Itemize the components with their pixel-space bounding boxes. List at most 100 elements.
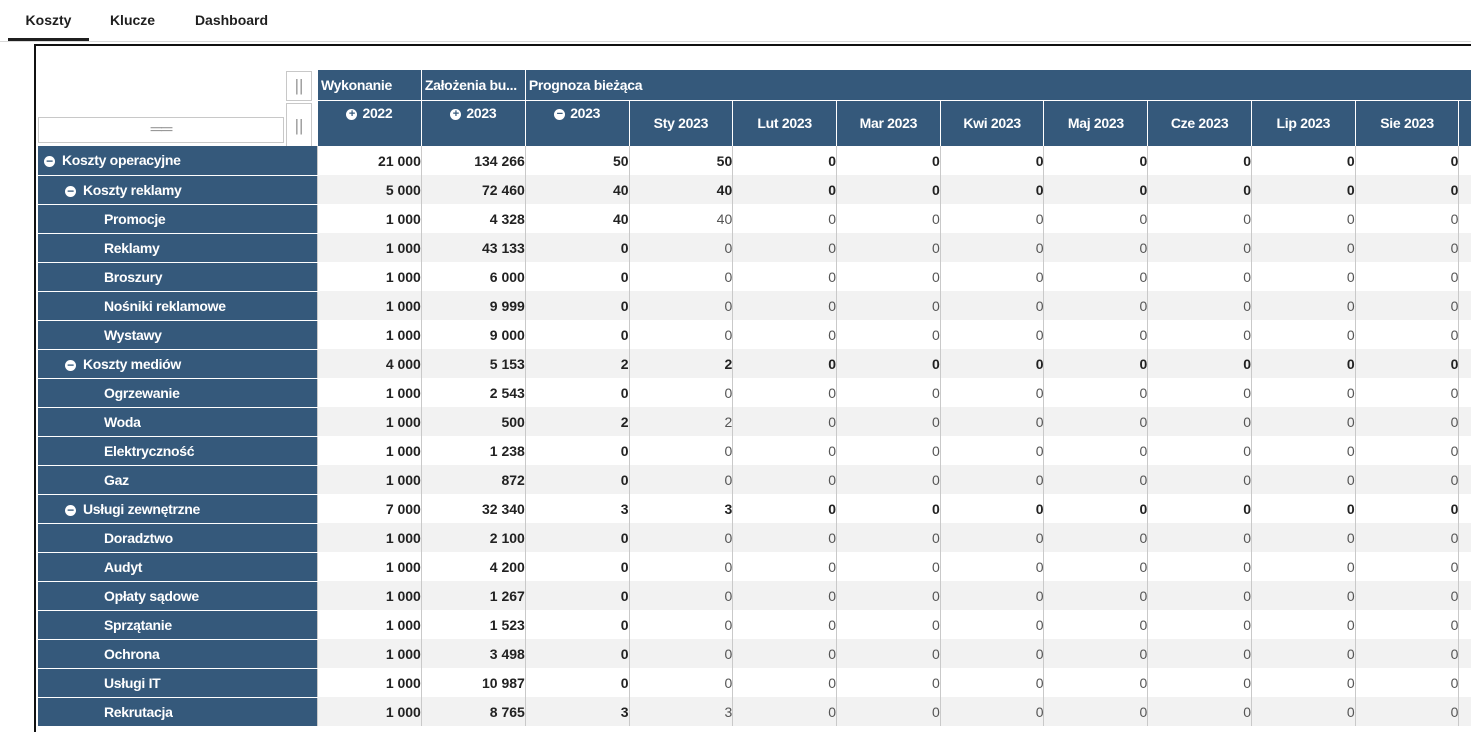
table-cell[interactable]: 0 <box>939 697 1044 726</box>
table-cell[interactable]: 4 200 <box>420 552 526 581</box>
table-cell[interactable]: 0 <box>732 204 837 233</box>
table-cell[interactable]: 0 <box>1147 262 1252 291</box>
table-cell[interactable]: 500 <box>420 407 526 436</box>
table-cell[interactable]: 0 <box>1354 407 1459 436</box>
table-cell[interactable]: 0 <box>732 146 837 175</box>
table-cell[interactable]: 1 000 <box>317 639 422 668</box>
table-cell[interactable]: 0 <box>524 378 630 407</box>
table-cell[interactable]: 0 <box>732 233 837 262</box>
table-cell[interactable]: 40 <box>524 204 630 233</box>
row-header[interactable]: Usługi IT <box>38 668 318 698</box>
year-header-2023-forecast[interactable]: −2023 <box>524 100 630 146</box>
month-header[interactable]: Maj 2023 <box>1043 100 1148 146</box>
table-cell[interactable]: 1 000 <box>317 204 422 233</box>
table-cell[interactable]: 0 <box>1250 668 1356 697</box>
table-cell[interactable]: 0 <box>732 349 837 378</box>
table-cell[interactable]: 0 <box>1250 233 1356 262</box>
table-cell[interactable]: 0 <box>939 233 1044 262</box>
table-cell[interactable]: 0 <box>1043 639 1148 668</box>
table-cell[interactable]: 0 <box>1250 349 1356 378</box>
table-cell[interactable]: 0 <box>939 610 1044 639</box>
table-cell[interactable]: 0 <box>835 407 941 436</box>
table-cell[interactable]: 0 <box>732 494 837 523</box>
month-header[interactable]: Sie 2023 <box>1354 100 1459 146</box>
year-header-2023-budget[interactable]: +2023 <box>420 100 526 146</box>
table-cell[interactable]: 0 <box>835 523 941 552</box>
table-cell[interactable]: 2 543 <box>420 378 526 407</box>
table-cell[interactable]: 0 <box>1354 146 1459 175</box>
table-cell[interactable]: 0 <box>1147 639 1252 668</box>
table-cell[interactable]: 1 000 <box>317 581 422 610</box>
table-cell[interactable]: 1 000 <box>317 552 422 581</box>
table-cell[interactable]: 9 999 <box>420 291 526 320</box>
table-cell[interactable]: 2 <box>524 407 630 436</box>
table-cell[interactable]: 0 <box>939 465 1044 494</box>
table-cell[interactable]: 0 <box>1043 146 1148 175</box>
row-header[interactable]: Ochrona <box>38 639 318 669</box>
table-cell[interactable]: 872 <box>420 465 526 494</box>
table-cell[interactable]: 0 <box>524 465 630 494</box>
table-cell[interactable]: 0 <box>835 233 941 262</box>
table-cell[interactable]: 32 340 <box>420 494 526 523</box>
table-cell[interactable]: 0 <box>1147 175 1252 204</box>
table-cell[interactable]: 0 <box>939 436 1044 465</box>
table-cell[interactable]: 0 <box>1147 552 1252 581</box>
row-header[interactable]: Wystawy <box>38 320 318 350</box>
table-cell[interactable]: 0 <box>1250 494 1356 523</box>
table-cell[interactable]: 0 <box>1250 407 1356 436</box>
table-cell[interactable]: 0 <box>1354 697 1459 726</box>
year-header-2022[interactable]: +2022 <box>317 100 422 146</box>
table-cell[interactable]: 0 <box>628 523 733 552</box>
table-cell[interactable]: 0 <box>1354 233 1459 262</box>
tab-dashboard[interactable]: Dashboard <box>194 12 269 28</box>
table-cell[interactable]: 0 <box>1147 291 1252 320</box>
table-cell[interactable]: 0 <box>732 523 837 552</box>
table-cell[interactable]: 0 <box>1043 407 1148 436</box>
collapse-icon[interactable]: − <box>65 185 76 197</box>
row-header[interactable]: − Koszty reklamy <box>38 175 318 205</box>
table-cell[interactable]: 0 <box>1354 262 1459 291</box>
row-header[interactable]: Broszury <box>38 262 318 292</box>
row-header[interactable]: − Usługi zewnętrzne <box>38 494 318 524</box>
expand-icon[interactable]: + <box>346 108 358 120</box>
table-cell[interactable]: 0 <box>939 552 1044 581</box>
collapse-icon[interactable]: − <box>44 155 55 168</box>
table-cell[interactable]: 0 <box>1147 494 1252 523</box>
table-cell[interactable]: 0 <box>732 262 837 291</box>
table-cell[interactable]: 50 <box>628 146 733 175</box>
table-cell[interactable]: 21 000 <box>317 146 422 175</box>
table-cell[interactable]: 0 <box>1147 610 1252 639</box>
table-cell[interactable]: 0 <box>835 320 941 349</box>
table-cell[interactable]: 0 <box>835 175 941 204</box>
table-cell[interactable]: 3 <box>524 697 630 726</box>
table-cell[interactable]: 0 <box>1250 697 1356 726</box>
table-cell[interactable]: 0 <box>1354 349 1459 378</box>
row-header[interactable]: Elektryczność <box>38 436 318 466</box>
table-cell[interactable]: 0 <box>732 291 837 320</box>
table-cell[interactable]: 0 <box>1147 320 1252 349</box>
table-cell[interactable]: 1 000 <box>317 523 422 552</box>
month-header[interactable]: Mar 2023 <box>835 100 941 146</box>
table-cell[interactable]: 0 <box>1043 233 1148 262</box>
table-cell[interactable]: 0 <box>1043 349 1148 378</box>
table-cell[interactable]: 0 <box>628 668 733 697</box>
table-cell[interactable]: 0 <box>1043 291 1148 320</box>
table-cell[interactable]: 0 <box>939 407 1044 436</box>
table-cell[interactable]: 0 <box>1354 523 1459 552</box>
table-cell[interactable]: 0 <box>1250 552 1356 581</box>
table-cell[interactable]: 0 <box>1354 552 1459 581</box>
column-group-wykonanie[interactable]: Wykonanie <box>317 70 422 101</box>
table-cell[interactable]: 0 <box>1043 552 1148 581</box>
table-cell[interactable]: 0 <box>628 610 733 639</box>
expand-icon[interactable]: + <box>450 108 462 120</box>
table-cell[interactable]: 0 <box>835 146 941 175</box>
table-cell[interactable]: 0 <box>1043 668 1148 697</box>
table-cell[interactable]: 0 <box>1354 581 1459 610</box>
month-header[interactable]: Lut 2023 <box>732 100 837 146</box>
table-cell[interactable]: 0 <box>732 552 837 581</box>
table-cell[interactable]: 0 <box>524 552 630 581</box>
row-header[interactable]: Sprzątanie <box>38 610 318 640</box>
row-header[interactable]: Gaz <box>38 465 318 495</box>
table-cell[interactable]: 0 <box>1147 581 1252 610</box>
table-cell[interactable]: 0 <box>524 233 630 262</box>
